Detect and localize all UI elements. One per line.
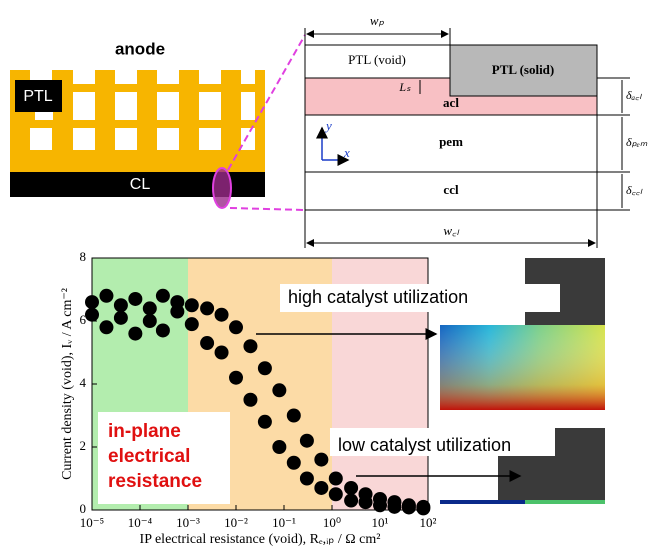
point [214, 307, 229, 322]
point [358, 495, 373, 510]
ccl-label: ccl [443, 182, 459, 197]
wp-label: wₚ [370, 13, 385, 28]
point [314, 480, 329, 495]
point [416, 501, 431, 516]
x-tick-label: 10⁻⁵ [80, 515, 104, 530]
point [200, 336, 215, 351]
point [142, 314, 157, 328]
point [99, 320, 114, 335]
point [214, 345, 229, 360]
plot-frame [91, 257, 429, 511]
point [299, 471, 314, 486]
point [286, 455, 301, 470]
point [387, 499, 402, 514]
ls-label: Lₛ [398, 80, 411, 94]
domain-schematic: PTL (void) PTL (solid) Lₛ acl pem ccl wₚ… [304, 13, 648, 248]
point [99, 288, 114, 303]
annotation-box [280, 284, 560, 312]
y-tick-label: 0 [80, 501, 87, 516]
point [328, 471, 343, 486]
ptl-solid-label: PTL (solid) [492, 62, 555, 77]
annotation-box [330, 428, 555, 456]
x-tick-label: 10⁰ [323, 515, 341, 530]
axis-y-label: y [324, 118, 332, 133]
x-tick-label: 10⁻² [224, 515, 248, 530]
point [170, 295, 185, 310]
annotation: high catalyst utilization [288, 287, 468, 307]
point [128, 326, 143, 341]
y-tick-label: 6 [80, 312, 87, 327]
cl-label: CL [130, 176, 151, 193]
point [257, 414, 272, 429]
inset-label: electrical [108, 446, 190, 467]
axis-x-label: x [343, 145, 350, 160]
point [142, 301, 157, 316]
x-tick-label: 10² [420, 515, 437, 530]
inset-label: resistance [108, 471, 202, 492]
pem-label: pem [439, 134, 463, 149]
x-tick-label: 10⁻¹ [272, 515, 296, 530]
inset-box [98, 412, 230, 504]
point [128, 291, 143, 306]
point [113, 310, 128, 325]
point [314, 452, 329, 467]
x-tick-label: 10¹ [372, 515, 389, 530]
y-tick-label: 4 [80, 375, 87, 390]
acl-label: acl [443, 95, 459, 110]
y-tick-label: 8 [80, 249, 87, 264]
wcl-label: w꜀ₗ [443, 223, 459, 238]
ptl-void-label: PTL (void) [348, 52, 406, 67]
point [299, 433, 314, 448]
delta-ccl-label: δ꜀꜀ₗ [626, 183, 643, 197]
delta-pem-label: δₚₑₘ [626, 135, 648, 149]
inset-label: in-plane [108, 421, 181, 442]
point [373, 498, 387, 513]
point [286, 408, 301, 423]
point [229, 370, 243, 385]
scatter-plot: 0 2 4 6 8 10⁻⁵ 10⁻⁴ 10⁻³ 10⁻² 10⁻¹ 10⁰ 10¹ 10² IP ele… [60, 249, 560, 547]
delta-acl-label: δₐ꜀ₗ [626, 88, 642, 102]
y-axis-label: Current density (void), Iᵥ / A cm⁻² [60, 288, 75, 480]
point [328, 487, 343, 502]
point [401, 500, 416, 515]
point [257, 361, 272, 376]
x-tick-label: 10⁻⁴ [128, 515, 153, 530]
x-tick-label: 10⁻³ [176, 515, 200, 530]
point [344, 480, 359, 495]
point [184, 317, 199, 332]
anode-label: anode [115, 39, 165, 58]
x-axis-label: IP electrical resistance (void), Rₑ,ᵢₚ /… [140, 532, 381, 547]
point [200, 301, 215, 316]
ptl-label: PTL [23, 88, 52, 105]
point [155, 288, 170, 303]
y-tick-label: 2 [80, 438, 87, 453]
ptl-pores [30, 70, 255, 150]
point [113, 298, 128, 313]
annotation: low catalyst utilization [338, 435, 511, 455]
point [344, 493, 359, 508]
anode-schematic: anode PTL CL [10, 34, 306, 211]
point [243, 339, 258, 354]
point [155, 323, 170, 338]
point [272, 383, 287, 398]
point [184, 298, 199, 313]
point [243, 392, 258, 407]
point [229, 320, 243, 335]
point [272, 440, 287, 454]
